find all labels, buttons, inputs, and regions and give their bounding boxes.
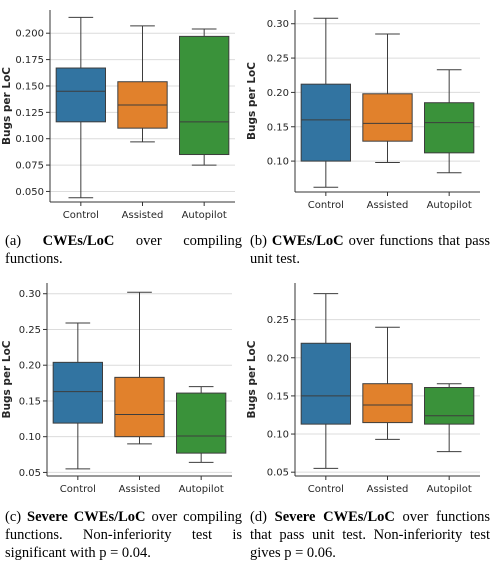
caption-c-label: (c): [5, 509, 28, 525]
y-tick-label: 0.125: [15, 108, 44, 119]
y-axis-title: Bugs per LoC: [246, 340, 258, 418]
y-tick-label: 0.05: [267, 468, 289, 479]
y-tick-label: 0.30: [267, 19, 289, 30]
caption-b: (b) CWEs/LoC over functions that pass un…: [250, 232, 490, 268]
y-tick-label: 0.100: [15, 134, 44, 145]
y-axis-title: Bugs per LoC: [1, 67, 13, 145]
y-tick-label: 0.050: [15, 187, 44, 198]
x-tick-label: Assisted: [122, 210, 164, 221]
caption-c-text: over compiling functions. Non-inferiorit…: [5, 509, 242, 561]
y-tick-label: 0.15: [267, 391, 289, 402]
y-tick-label: 0.200: [15, 29, 44, 40]
panel-d: 0.05 0.10 0.15 0.20 0.25 Bugs per LoC Control A…: [246, 283, 480, 495]
panel-b: 0.10 0.15 0.20 0.25 0.30 Bugs per LoC Control A…: [246, 10, 480, 211]
box-autopilot: [179, 35, 230, 156]
caption-b-label: (b): [250, 233, 272, 249]
panel-a: 0.050 0.075 0.100 0.125 0.150 0.175 0.200 Bugs …: [1, 10, 235, 221]
y-tick-label: 0.15: [267, 122, 289, 133]
y-axis-title: Bugs per LoC: [246, 62, 258, 140]
caption-d-text: over functions that pass unit test. Non-…: [250, 509, 490, 561]
x-tick-label: Control: [63, 210, 99, 221]
caption-c: (c) Severe CWEs/LoC over compiling funct…: [5, 508, 242, 562]
box-assisted: [362, 93, 413, 142]
x-tick-label: Control: [60, 484, 96, 495]
box-assisted: [362, 383, 413, 424]
y-tick-label: 0.10: [267, 157, 289, 168]
caption-c-bold: Severe CWEs/LoC: [27, 509, 146, 525]
box-autopilot: [424, 102, 475, 154]
caption-a: (a) CWEs/LoC over compiling functions.: [5, 232, 242, 268]
y-tick-label: 0.10: [267, 430, 289, 441]
panel-c: 0.05 0.10 0.15 0.20 0.25 0.30 Bugs per LoC Cont…: [1, 283, 232, 495]
x-tick-label: Control: [308, 484, 344, 495]
y-tick-label: 0.25: [267, 54, 289, 65]
x-tick-label: Autopilot: [427, 484, 472, 495]
x-tick-label: Assisted: [367, 200, 409, 211]
y-tick-label: 0.15: [19, 396, 41, 407]
caption-d-bold: Severe CWEs/LoC: [274, 509, 395, 525]
caption-a-text: over compiling functions.: [5, 233, 242, 267]
y-tick-label: 0.20: [267, 353, 289, 364]
y-tick-label: 0.20: [267, 88, 289, 99]
caption-a-bold: CWEs/LoC: [42, 233, 115, 249]
x-tick-label: Autopilot: [427, 200, 472, 211]
box-autopilot: [176, 392, 227, 454]
box-assisted: [114, 376, 165, 438]
x-tick-label: Autopilot: [182, 210, 227, 221]
x-tick-label: Control: [308, 200, 344, 211]
box-control: [300, 83, 351, 162]
box-control: [300, 342, 351, 425]
caption-a-label: (a): [5, 233, 43, 249]
box-autopilot: [424, 387, 475, 425]
y-tick-label: 0.20: [19, 361, 41, 372]
x-tick-label: Autopilot: [179, 484, 224, 495]
y-tick-label: 0.05: [19, 468, 41, 479]
box-control: [55, 67, 106, 123]
x-tick-label: Assisted: [367, 484, 409, 495]
caption-d: (d) Severe CWEs/LoC over functions that …: [250, 508, 490, 562]
y-axis-title: Bugs per LoC: [1, 340, 13, 418]
y-tick-label: 0.25: [19, 325, 41, 336]
y-tick-label: 0.075: [15, 161, 44, 172]
caption-d-label: (d): [250, 509, 275, 525]
y-tick-label: 0.150: [15, 81, 44, 92]
y-tick-label: 0.25: [267, 315, 289, 326]
y-tick-label: 0.30: [19, 289, 41, 300]
box-control: [52, 361, 103, 424]
y-tick-label: 0.10: [19, 432, 41, 443]
caption-b-bold: CWEs/LoC: [271, 233, 344, 249]
x-tick-label: Assisted: [119, 484, 161, 495]
caption-b-text: over functions that pass unit test.: [250, 233, 490, 267]
y-tick-label: 0.175: [15, 55, 44, 66]
